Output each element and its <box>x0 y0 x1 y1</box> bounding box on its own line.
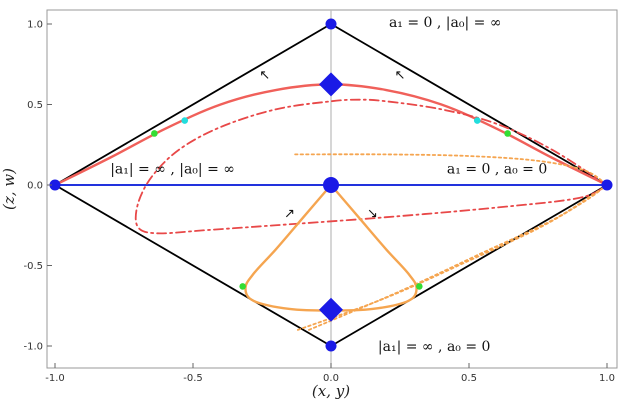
x-tick-label-4: 1.0 <box>599 373 615 384</box>
marker-circle-2 <box>49 179 61 191</box>
marker-circle-10 <box>473 117 481 124</box>
direction-arrow-0: ↖ <box>259 68 270 83</box>
annotation-label-3: |a₁| = ∞ , a₀ = 0 <box>378 339 491 355</box>
annotation-label-0: a₁ = 0 , |a₀| = ∞ <box>389 15 502 31</box>
points-layer <box>49 18 613 352</box>
marker-diamond-5 <box>319 72 343 97</box>
x-axis-ticks: -1.0 -0.5 0.0 0.5 1.0 <box>45 363 615 384</box>
marker-circle-9 <box>181 117 189 124</box>
annotation-label-1: |a₁| = ∞ , |a₀| = ∞ <box>110 162 235 178</box>
marker-circle-7 <box>151 130 158 137</box>
marker-circle-0 <box>325 18 337 30</box>
y-tick-label-2: 0.0 <box>27 181 43 192</box>
y-tick-label-4: 1.0 <box>27 20 43 31</box>
direction-arrow-1: ↖ <box>395 68 406 83</box>
marker-circle-3 <box>601 179 613 191</box>
series-line-red_dashdot <box>134 98 608 235</box>
y-axis-ticks: -1.0 -0.5 0.0 0.5 1.0 <box>23 20 52 353</box>
x-tick-label-3: 0.5 <box>461 373 477 384</box>
annotation-label-2: a₁ = 0 , a₀ = 0 <box>447 162 547 178</box>
y-tick-label-3: 0.5 <box>27 100 43 111</box>
direction-arrow-3: ↘ <box>367 206 378 221</box>
series-line-orange_dotted_upper <box>294 153 608 186</box>
marker-diamond-6 <box>319 297 343 322</box>
series-line-orange_dotted_lower_a <box>296 184 608 331</box>
marker-circle-8 <box>504 130 511 137</box>
annotations-layer: a₁ = 0 , |a₀| = ∞ |a₁| = ∞ , |a₀| = ∞ a₁ =… <box>110 15 547 355</box>
y-axis-label: (z, w) <box>0 168 18 210</box>
direction-arrow-2: ↗ <box>284 206 295 221</box>
x-axis-label: (x, y) <box>312 382 350 400</box>
marker-circle-11 <box>239 283 246 290</box>
plot-frame <box>46 9 618 369</box>
direction-arrows-layer: ↖ ↖ ↗ ↘ <box>259 68 405 221</box>
y-tick-label-1: -0.5 <box>23 261 43 272</box>
marker-circle-4 <box>323 177 339 193</box>
series-line-orange_dotted_lower_b <box>308 184 608 331</box>
marker-circle-1 <box>325 340 337 352</box>
x-tick-label-2: 0.0 <box>323 373 339 384</box>
x-tick-label-1: -0.5 <box>183 373 203 384</box>
y-tick-label-0: -1.0 <box>23 342 43 353</box>
x-tick-label-0: -1.0 <box>45 373 65 384</box>
marker-circle-12 <box>416 283 423 290</box>
